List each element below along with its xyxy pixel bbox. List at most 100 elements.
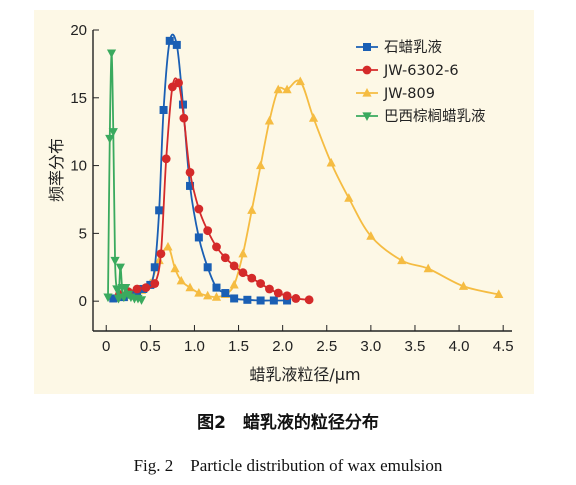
data-point: [185, 167, 195, 177]
data-point: [282, 291, 292, 301]
data-point: [256, 160, 266, 170]
data-point: [282, 84, 292, 94]
data-point: [326, 157, 336, 167]
data-point: [105, 134, 115, 144]
y-tick-label: 20: [70, 22, 87, 39]
legend-item: 石蜡乳液: [356, 39, 442, 56]
data-point: [362, 112, 372, 121]
data-point: [170, 263, 180, 273]
data-point: [256, 279, 265, 288]
data-point: [362, 65, 372, 75]
figure-caption-english: Fig. 2 Particle distribution of wax emul…: [133, 456, 443, 475]
x-tick-label: 0: [102, 338, 110, 355]
x-tick-label: 3.0: [360, 338, 381, 355]
data-point: [273, 84, 283, 94]
axes: 0 0.5 1.0 1.5 2.0 2.5 3.0 3.5 4.0 4.5 0 5 10 15 20: [70, 22, 513, 355]
data-point: [243, 295, 252, 304]
legend: 石蜡乳液 JW-6302-6 JW-809 巴西棕榈蜡乳液: [356, 39, 486, 125]
data-point: [172, 40, 181, 49]
particle-size-chart: 0 0.5 1.0 1.5 2.0 2.5 3.0 3.5 4.0 4.5 0 5 10 15 20 石蜡乳…: [47, 22, 514, 384]
data-point: [238, 248, 248, 258]
data-point: [203, 226, 213, 236]
data-point: [283, 296, 292, 305]
data-point: [229, 261, 239, 271]
data-point: [363, 43, 371, 51]
chart-background: [34, 10, 534, 394]
data-point: [344, 193, 354, 202]
data-point: [113, 294, 124, 304]
data-point: [174, 78, 183, 88]
x-tick-label: 3.5: [405, 338, 426, 355]
data-point: [247, 205, 257, 214]
data-point: [203, 290, 213, 300]
x-tick-label: 0.5: [140, 338, 161, 355]
data-point: [109, 294, 118, 303]
y-axis-label: 频率分布: [47, 138, 66, 202]
data-point: [176, 275, 186, 285]
data-point: [194, 204, 204, 214]
data-point: [154, 255, 164, 265]
y-tick-label: 0: [79, 293, 87, 310]
data-point: [165, 36, 174, 45]
data-point: [264, 115, 275, 125]
data-point: [308, 113, 319, 122]
y-tick-label: 5: [79, 225, 87, 242]
data-point: [141, 283, 151, 293]
data-point: [423, 263, 433, 273]
data-point: [238, 268, 248, 278]
data-point: [362, 88, 372, 97]
data-point: [247, 273, 257, 283]
series-line: [119, 77, 310, 301]
data-point: [112, 285, 122, 294]
y-tick-label: 15: [70, 90, 87, 107]
data-point: [136, 296, 147, 305]
data-point: [161, 154, 171, 164]
data-point: [304, 295, 314, 305]
data-point: [397, 255, 407, 265]
x-tick-label: 4.0: [449, 338, 470, 355]
data-point: [212, 283, 221, 292]
series-layer: [103, 33, 504, 305]
data-point: [159, 105, 168, 114]
figure-caption-chinese: 图2 蜡乳液的粒径分布: [197, 413, 379, 433]
x-tick-label: 1.5: [228, 338, 249, 355]
data-point: [203, 263, 212, 272]
data-point: [211, 292, 222, 301]
data-point: [220, 253, 230, 263]
data-point: [494, 289, 504, 298]
data-point: [163, 241, 173, 251]
data-point: [366, 231, 376, 240]
data-point: [269, 296, 278, 305]
data-point: [155, 206, 164, 215]
data-point: [150, 279, 160, 288]
data-point: [295, 76, 305, 86]
legend-item: JW-809: [356, 86, 435, 102]
data-point: [194, 288, 204, 297]
data-point: [230, 294, 239, 303]
data-point: [212, 242, 221, 252]
legend-item: JW-6302-6: [356, 63, 459, 79]
x-tick-label: 1.0: [184, 338, 205, 355]
data-point: [121, 284, 131, 293]
data-point: [103, 293, 113, 303]
series-group: [115, 77, 314, 305]
data-point: [194, 233, 203, 242]
data-point: [185, 282, 195, 292]
data-point: [150, 263, 159, 272]
x-axis-label: 蜡乳液粒径/μm: [249, 365, 360, 384]
series-line: [107, 52, 142, 301]
data-point: [132, 284, 142, 294]
series-group: [103, 49, 147, 305]
data-point: [108, 128, 118, 137]
data-point: [179, 113, 189, 123]
legend-label: 石蜡乳液: [384, 39, 442, 56]
data-point: [229, 279, 239, 289]
x-tick-label: 2.0: [272, 338, 293, 355]
y-tick-label: 10: [70, 158, 87, 175]
x-tick-label: 4.5: [493, 338, 514, 355]
legend-label: JW-6302-6: [383, 63, 459, 79]
data-point: [291, 294, 301, 303]
data-point: [265, 284, 274, 294]
data-point: [458, 281, 469, 290]
data-point: [119, 293, 129, 303]
